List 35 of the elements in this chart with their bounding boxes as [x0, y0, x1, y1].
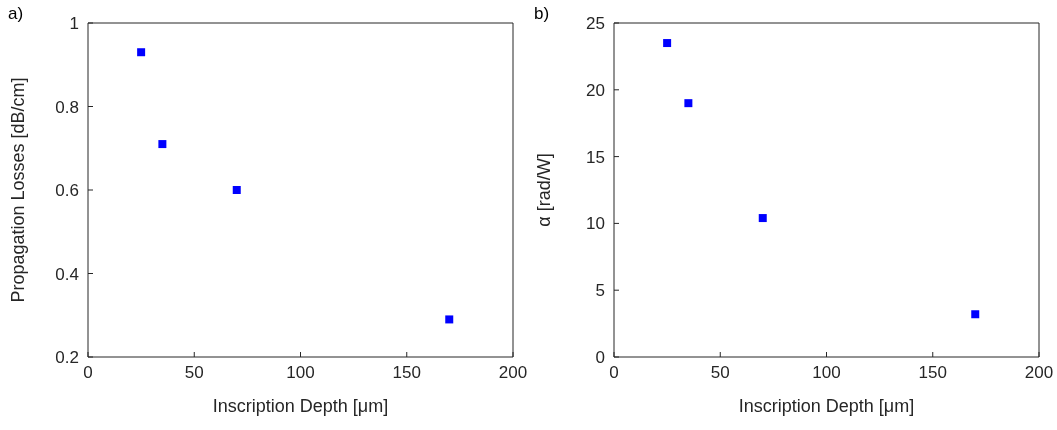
y-axis-title: Propagation Losses [dB/cm]	[8, 77, 29, 303]
y-tick-label: 0	[595, 348, 605, 368]
y-tick-label: 25	[586, 14, 605, 34]
point	[445, 315, 454, 324]
point	[137, 48, 146, 57]
x-tick-label: 150	[918, 363, 947, 383]
y-axis-title: α [rad/W]	[534, 153, 555, 227]
y-tick-label: 0.2	[55, 348, 79, 368]
point	[971, 310, 980, 319]
y-tick-label: 0.4	[55, 264, 79, 284]
y-tick-label: 10	[586, 214, 605, 234]
point	[684, 99, 693, 108]
x-axis-title: Inscription Depth [μm]	[212, 396, 389, 416]
y-tick-label: 15	[586, 147, 605, 167]
x-tick-label: 100	[812, 363, 841, 383]
x-tick-label: 50	[184, 363, 204, 383]
x-tick-label: 200	[1024, 363, 1054, 383]
y-tick-label: 0.8	[55, 97, 79, 117]
y-tick-label: 1	[69, 14, 79, 34]
x-axis-title: Inscription Depth [μm]	[738, 396, 915, 416]
x-tick-label: 0	[83, 363, 93, 383]
x-tick-label: 0	[609, 363, 619, 383]
point	[663, 39, 672, 48]
text: a)	[8, 4, 24, 24]
y-tick-label: 0.6	[55, 181, 79, 201]
x-tick-label: 150	[392, 363, 421, 383]
text: b)	[534, 4, 550, 24]
x-tick-label: 50	[710, 363, 730, 383]
x-tick-label: 200	[498, 363, 528, 383]
y-tick-label: 5	[595, 281, 605, 301]
y-tick-label: 20	[586, 80, 605, 100]
point	[158, 140, 167, 149]
x-tick-label: 100	[286, 363, 315, 383]
point	[758, 214, 767, 223]
point	[232, 186, 241, 194]
